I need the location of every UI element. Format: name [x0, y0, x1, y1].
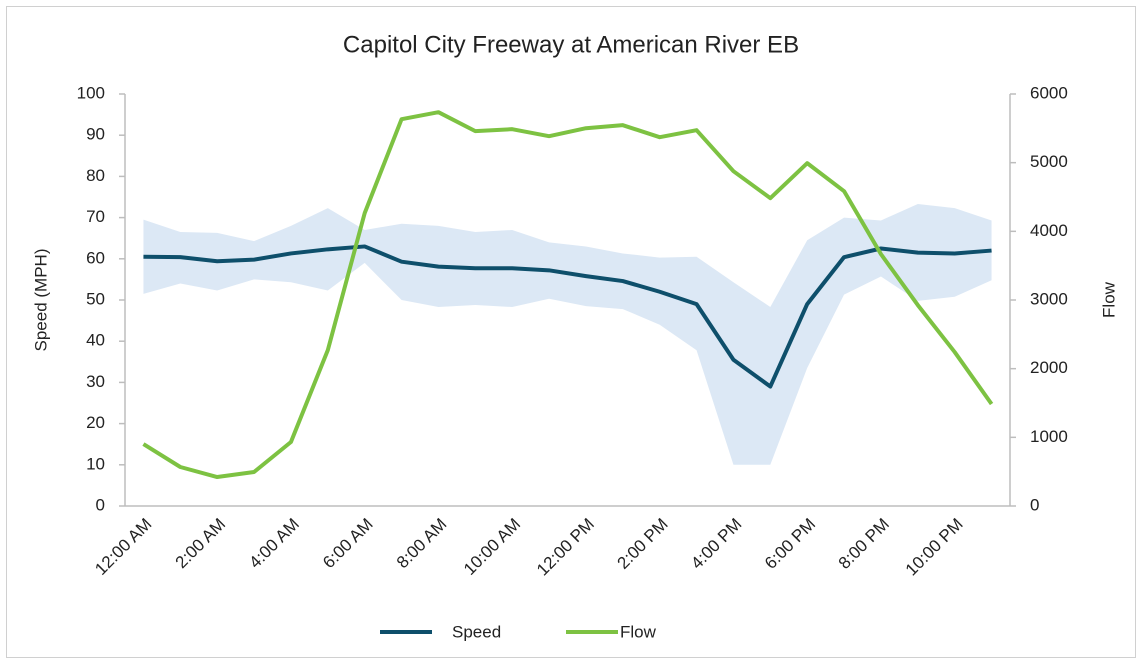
y2-tick-label: 6000: [1030, 83, 1068, 102]
y2-tick-label: 5000: [1030, 152, 1068, 171]
chart-title: Capitol City Freeway at American River E…: [343, 31, 799, 58]
y-tick-label: 90: [86, 125, 105, 144]
y-tick-label: 50: [86, 289, 105, 308]
series-line: [143, 244, 992, 389]
y-tick-label: 20: [86, 413, 105, 432]
y2-tick-label: 2000: [1030, 358, 1068, 377]
y-tick-label: 60: [86, 248, 105, 267]
legend-label: Flow: [620, 622, 657, 641]
y2-axis-label: Flow: [1099, 281, 1118, 318]
y2-tick-label: 3000: [1030, 289, 1068, 308]
speed-range-band: [143, 204, 992, 465]
y-tick-label: 100: [77, 83, 105, 102]
y-tick-label: 30: [86, 372, 105, 391]
series-line: [142, 110, 994, 480]
y2-tick-label: 4000: [1030, 221, 1068, 240]
y-tick-label: 80: [86, 166, 105, 185]
legend-label: Speed: [452, 622, 501, 641]
y2-tick-label: 1000: [1030, 427, 1068, 446]
y2-tick-label: 0: [1030, 495, 1039, 514]
y-tick-label: 70: [86, 207, 105, 226]
y-tick-label: 40: [86, 331, 105, 350]
y-tick-label: 0: [96, 495, 105, 514]
y-axis-label: Speed (MPH): [31, 249, 50, 352]
chart-border: [6, 6, 1136, 658]
y-tick-label: 10: [86, 454, 105, 473]
